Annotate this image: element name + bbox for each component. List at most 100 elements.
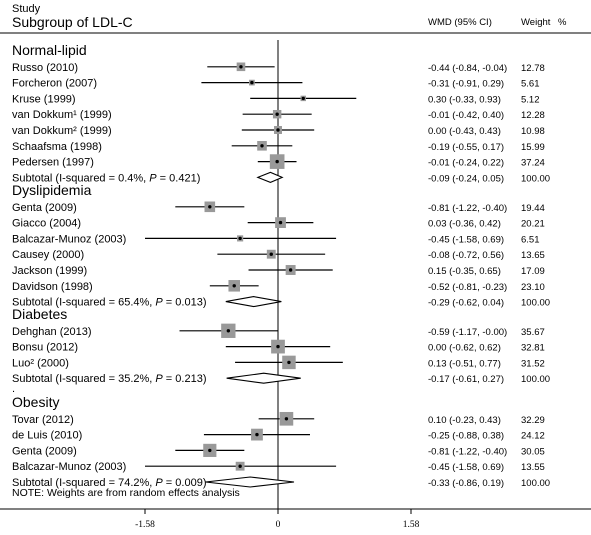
weight-value: 32.81	[521, 343, 545, 354]
group-heading: Diabetes	[12, 306, 67, 322]
subtotal-diamond	[256, 171, 284, 183]
weight-value: 23.10	[521, 282, 545, 293]
x-tick-label: -1.58	[135, 520, 155, 530]
wmd-ci-value: 0.13 (-0.51, 0.77)	[428, 358, 501, 369]
weight-value: 19.44	[521, 203, 545, 214]
study-label: de Luis (2010)	[12, 430, 82, 442]
study-label: Giacco (2004)	[12, 218, 81, 230]
weights-note: NOTE: Weights are from random effects an…	[12, 487, 240, 499]
wmd-ci-value: -0.44 (-0.84, -0.04)	[428, 63, 507, 74]
study-label: Davidson (1998)	[12, 281, 93, 293]
subtotal-label: Subtotal (I-squared = 35.2%, P = 0.213)	[12, 373, 206, 385]
x-tick-label: 1.58	[403, 520, 420, 530]
weight-value: 15.99	[521, 142, 545, 153]
study-label: Kruse (1999)	[12, 93, 76, 105]
x-tick-label: 0	[276, 520, 281, 530]
point-estimate	[232, 284, 236, 288]
study-label: Tovar (2012)	[12, 414, 74, 426]
wmd-ci-value: -0.45 (-1.58, 0.69)	[428, 462, 504, 473]
wmd-ci-value: -0.25 (-0.88, 0.38)	[428, 431, 504, 442]
study-label: Luo² (2000)	[12, 357, 69, 369]
x-axis-ticks: -1.58 0 1.58	[135, 509, 420, 530]
weight-value: 30.05	[521, 446, 545, 457]
wmd-ci-value: 0.15 (-0.35, 0.65)	[428, 266, 501, 277]
point-estimate	[276, 128, 280, 132]
wmd-ci-value: -0.17 (-0.61, 0.27)	[428, 374, 504, 385]
point-estimate	[284, 417, 289, 421]
group-separator: .	[12, 295, 15, 307]
point-estimate	[238, 236, 242, 241]
wmd-ci-value: -0.59 (-1.17, -0.00)	[428, 327, 507, 338]
study-label: Genta (2009)	[12, 202, 77, 214]
study-label: van Dokkum² (1999)	[12, 125, 112, 137]
wmd-ci-value: -0.01 (-0.42, 0.40)	[428, 110, 504, 121]
weight-value: 5.61	[521, 79, 540, 90]
subtotal-label: Subtotal (I-squared = 0.4%, P = 0.421)	[12, 172, 200, 184]
study-label: Forcheron (2007)	[12, 78, 97, 90]
wmd-ci-value: -0.08 (-0.72, 0.56)	[428, 250, 504, 261]
weight-value: 13.55	[521, 462, 545, 473]
study-label: Jackson (1999)	[12, 265, 87, 277]
point-estimate	[255, 432, 259, 437]
point-estimate	[250, 80, 254, 85]
weight-value: 35.67	[521, 327, 545, 338]
weight-value: 12.28	[521, 110, 545, 121]
wmd-ci-value: -0.19 (-0.55, 0.17)	[428, 142, 504, 153]
point-estimate	[275, 112, 279, 116]
study-label: Balcazar-Munoz (2003)	[12, 461, 126, 473]
wmd-ci-value: -0.52 (-0.81, -0.23)	[428, 282, 507, 293]
subtotal-diamond	[205, 476, 295, 488]
point-estimate	[301, 96, 305, 101]
weight-value: 5.12	[521, 94, 540, 105]
study-label: Pedersen (1997)	[12, 157, 94, 169]
weight-value: 13.65	[521, 250, 545, 261]
wmd-ci-value: -0.31 (-0.91, 0.29)	[428, 79, 504, 90]
group-heading: Dyslipidemia	[12, 182, 92, 198]
point-estimate	[275, 159, 279, 164]
point-estimate	[276, 344, 280, 349]
weight-value: 12.78	[521, 63, 545, 74]
chart-title: Subgroup of LDL-C	[12, 14, 133, 30]
weight-column-header: Weight	[521, 17, 551, 28]
weight-value: 37.24	[521, 158, 545, 169]
wmd-ci-value: -0.45 (-1.58, 0.69)	[428, 234, 504, 245]
weight-value: 31.52	[521, 358, 545, 369]
group-separator: .	[12, 383, 15, 395]
study-label: Causey (2000)	[12, 249, 84, 261]
wmd-ci-value: -0.81 (-1.22, -0.40)	[428, 203, 507, 214]
wmd-ci-value: -0.81 (-1.22, -0.40)	[428, 446, 507, 457]
wmd-ci-value: 0.03 (-0.36, 0.42)	[428, 219, 501, 230]
wmd-column-header: WMD (95% CI)	[428, 17, 492, 28]
wmd-ci-value: -0.09 (-0.24, 0.05)	[428, 173, 504, 184]
weight-value: 100.00	[521, 374, 550, 385]
subtotal-diamond	[225, 296, 282, 308]
percent-column-header: %	[558, 17, 567, 28]
weight-value: 10.98	[521, 126, 545, 137]
subtotal-label: Subtotal (I-squared = 65.4%, P = 0.013)	[12, 297, 206, 309]
group-heading: Obesity	[12, 394, 59, 410]
wmd-ci-value: -0.33 (-0.86, 0.19)	[428, 478, 504, 489]
point-estimate	[269, 252, 273, 256]
subtotal-label: Subtotal (I-squared = 74.2%, P = 0.009)	[12, 477, 206, 489]
study-label: Russo (2010)	[12, 62, 78, 74]
study-label: van Dokkum¹ (1999)	[12, 109, 112, 121]
point-estimate	[226, 329, 231, 333]
weight-value: 6.51	[521, 234, 540, 245]
weight-value: 24.12	[521, 431, 545, 442]
weight-value: 17.09	[521, 266, 545, 277]
point-estimate	[238, 464, 242, 468]
wmd-ci-value: 0.00 (-0.43, 0.43)	[428, 126, 501, 137]
wmd-ci-value: -0.29 (-0.62, 0.04)	[428, 298, 504, 309]
weight-value: 32.29	[521, 415, 545, 426]
point-estimate	[208, 205, 212, 209]
study-label: Bonsu (2012)	[12, 342, 78, 354]
study-column-caption: Study	[12, 3, 41, 15]
study-label: Schaafsma (1998)	[12, 141, 102, 153]
weight-value: 100.00	[521, 298, 550, 309]
point-estimate	[278, 220, 283, 225]
study-label: Balcazar-Munoz (2003)	[12, 233, 126, 245]
wmd-ci-value: 0.00 (-0.62, 0.62)	[428, 343, 501, 354]
weight-value: 100.00	[521, 173, 550, 184]
forest-rows: Normal-lipid Russo (2010) -0.44 (-0.84, -0…	[12, 40, 550, 509]
